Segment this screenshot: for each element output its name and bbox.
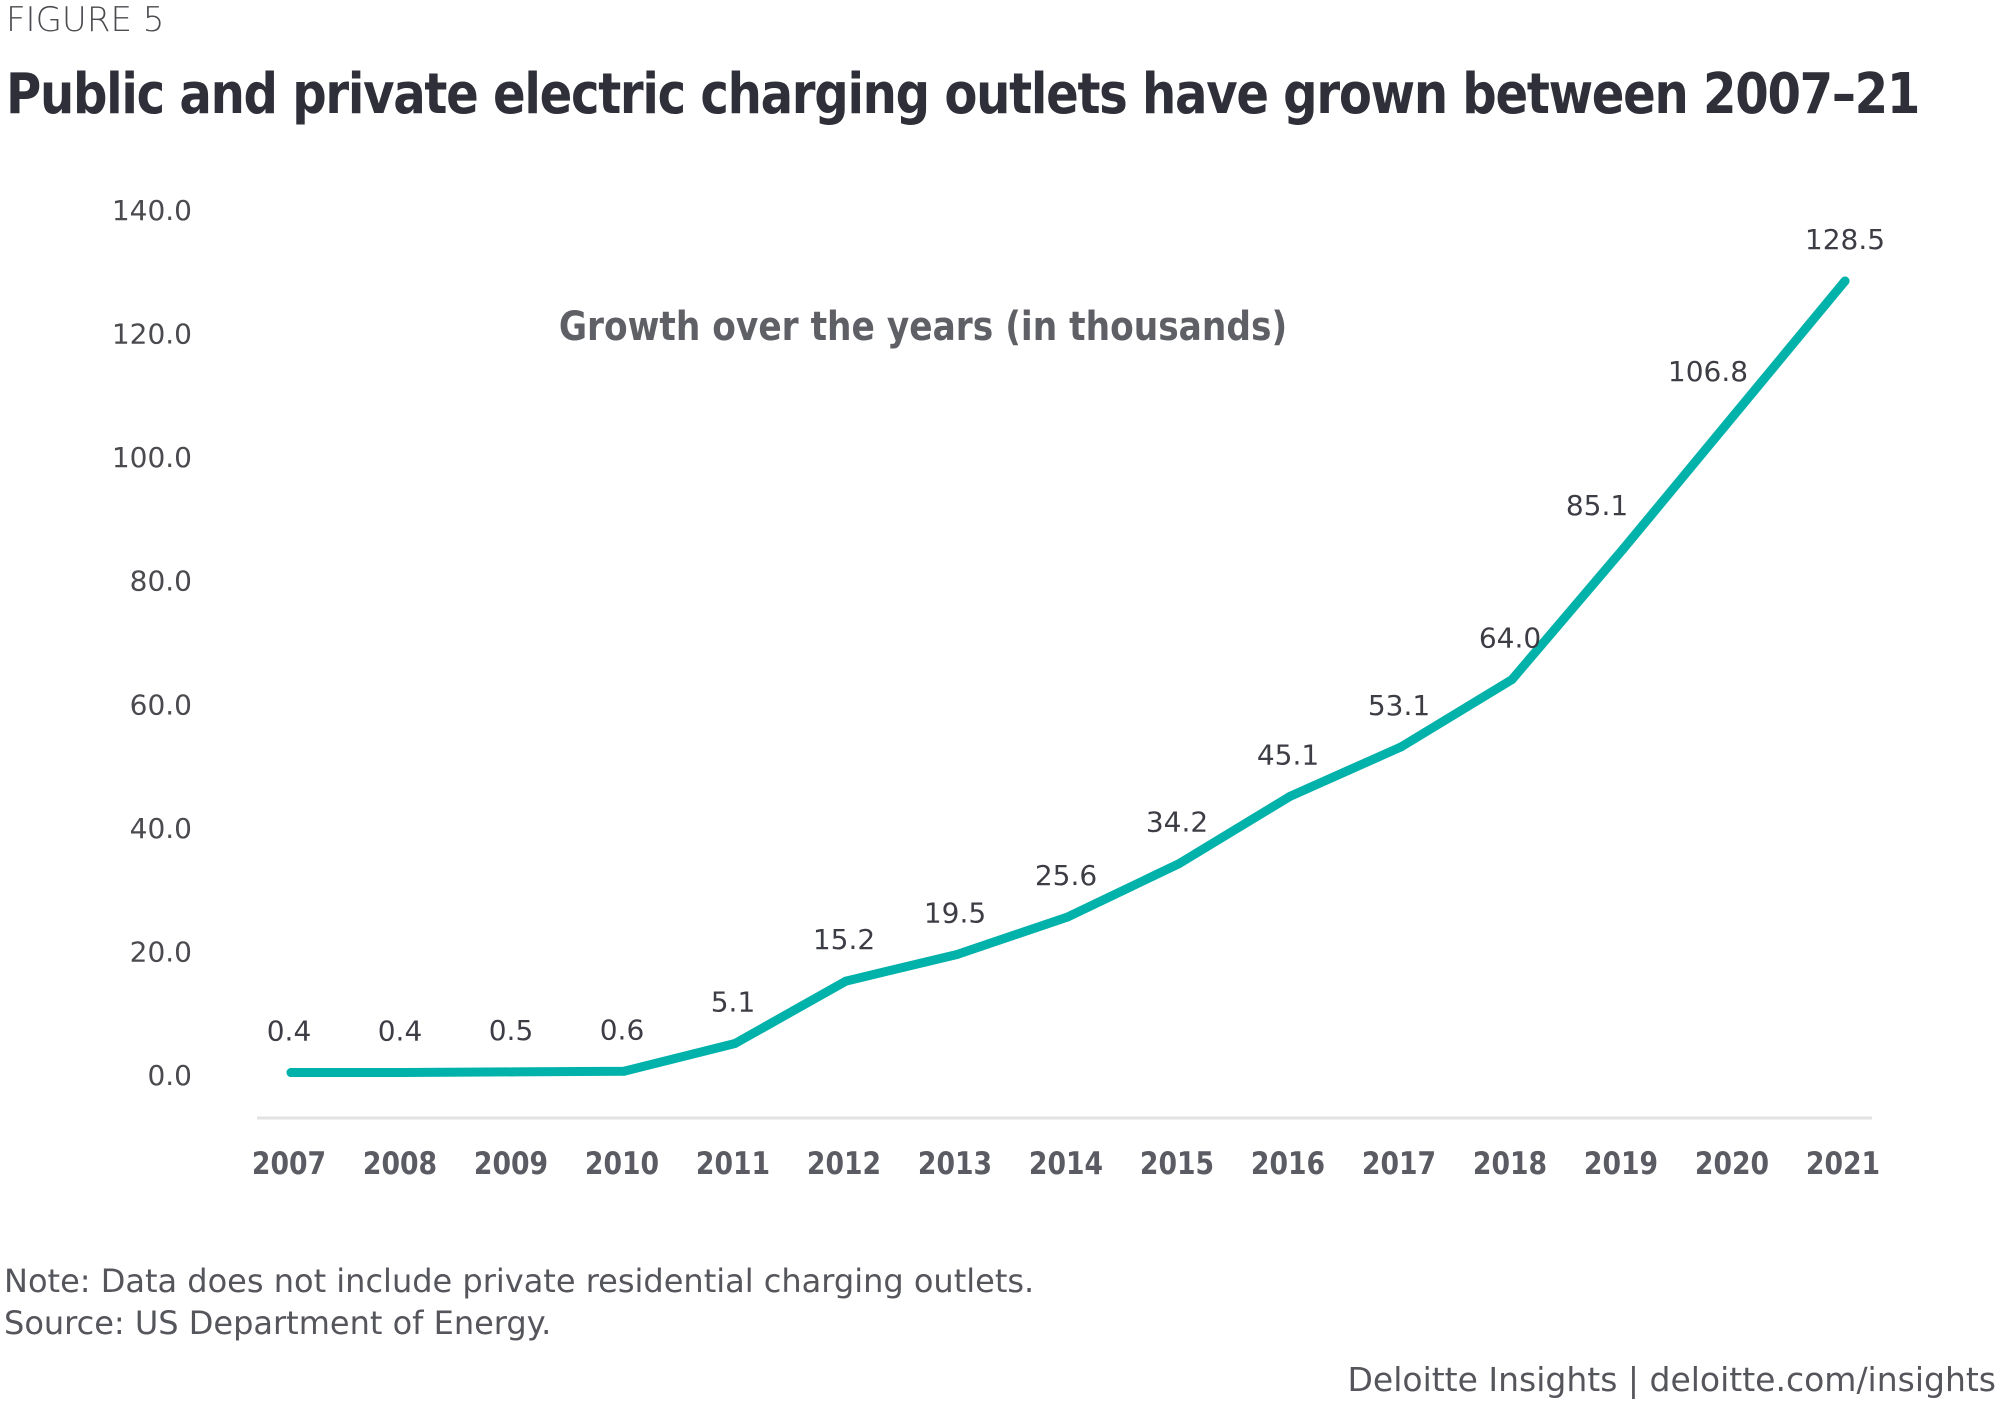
- x-tick-label: 2007: [252, 1145, 326, 1181]
- x-tick-label: 2018: [1473, 1145, 1547, 1181]
- data-labels: 0.4 0.4 0.5 0.6 5.1 15.2 19.5 25.6 34.2 45.1 53.1 6…: [267, 223, 1885, 1078]
- y-tick-label: 80.0: [130, 565, 192, 598]
- x-tick-label: 2016: [1251, 1145, 1325, 1181]
- data-label: 128.5: [1805, 223, 1885, 256]
- chart-title: Public and private electric charging out…: [6, 62, 1920, 127]
- publisher-credit: Deloitte Insights | deloitte.com/insight…: [1347, 1360, 1997, 1399]
- data-label: 15.2: [813, 923, 875, 956]
- chart-source: Source: US Department of Energy.: [4, 1304, 552, 1342]
- data-label: 5.1: [711, 985, 756, 1018]
- chart-note: Note: Data does not include private resi…: [4, 1262, 1035, 1300]
- data-point: [1618, 544, 1628, 554]
- x-tick-label: 2008: [363, 1145, 437, 1181]
- data-point: [952, 950, 962, 960]
- data-label: 25.6: [1035, 859, 1097, 892]
- x-axis: 2007 2008 2009 2010 2011 2012 2013 2014 2015 2016…: [252, 1145, 1880, 1181]
- data-point: [619, 1066, 629, 1076]
- y-tick-label: 120.0: [112, 318, 192, 351]
- data-label: 0.4: [267, 1015, 312, 1048]
- x-tick-label: 2009: [474, 1145, 548, 1181]
- x-tick-label: 2021: [1806, 1145, 1880, 1181]
- data-label: 0.5: [489, 1014, 534, 1047]
- y-axis: 0.0 20.0 40.0 60.0 80.0 100.0 120.0 140.0: [112, 194, 192, 1092]
- data-point: [1285, 791, 1295, 801]
- data-label: 64.0: [1479, 622, 1541, 655]
- series-line: [286, 276, 1850, 1078]
- data-label: 34.2: [1146, 806, 1208, 839]
- data-label: 19.5: [924, 897, 986, 930]
- data-point: [1729, 410, 1739, 420]
- data-point: [397, 1068, 407, 1078]
- x-tick-label: 2015: [1140, 1145, 1214, 1181]
- data-label: 45.1: [1257, 738, 1319, 771]
- data-label: 0.6: [600, 1013, 645, 1046]
- x-tick-label: 2014: [1029, 1145, 1103, 1181]
- data-point: [1174, 859, 1184, 869]
- data-point: [286, 1068, 296, 1078]
- data-point: [1063, 912, 1073, 922]
- x-tick-label: 2020: [1695, 1145, 1769, 1181]
- y-tick-label: 20.0: [130, 935, 192, 968]
- y-tick-label: 60.0: [130, 688, 192, 721]
- data-label: 0.4: [378, 1015, 423, 1048]
- data-label: 53.1: [1368, 689, 1430, 722]
- y-tick-label: 100.0: [112, 441, 192, 474]
- y-tick-label: 140.0: [112, 194, 192, 227]
- data-label: 85.1: [1566, 489, 1628, 522]
- x-tick-label: 2019: [1584, 1145, 1658, 1181]
- x-tick-label: 2010: [585, 1145, 659, 1181]
- data-point: [730, 1038, 740, 1048]
- chart-subtitle: Growth over the years (in thousands): [559, 302, 1287, 349]
- data-point: [508, 1067, 518, 1077]
- x-tick-label: 2012: [807, 1145, 881, 1181]
- y-tick-label: 40.0: [130, 812, 192, 845]
- data-point: [841, 976, 851, 986]
- data-point: [1840, 276, 1850, 286]
- data-point: [1507, 675, 1517, 685]
- x-tick-label: 2013: [918, 1145, 992, 1181]
- data-label: 106.8: [1668, 355, 1748, 388]
- x-tick-label: 2017: [1362, 1145, 1436, 1181]
- data-point: [1396, 742, 1406, 752]
- figure-label: FIGURE 5: [6, 0, 165, 40]
- y-tick-label: 0.0: [147, 1059, 192, 1092]
- x-tick-label: 2011: [696, 1145, 770, 1181]
